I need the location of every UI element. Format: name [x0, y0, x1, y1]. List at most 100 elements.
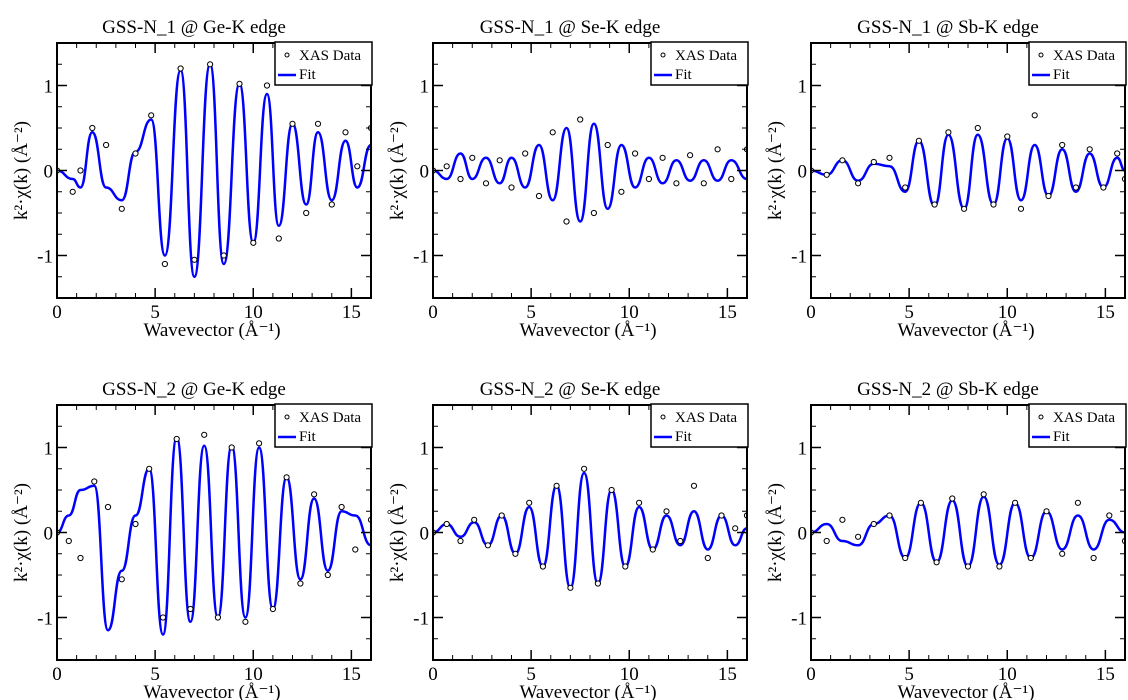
legend-label-data: XAS Data	[675, 48, 737, 64]
x-tick-label: 0	[52, 664, 62, 685]
legend-label-data: XAS Data	[299, 48, 361, 64]
y-axis-label: k²·χ(k) (Å⁻²)	[387, 483, 408, 582]
panel-title: GSS-N_2 @ Se-K edge	[480, 379, 661, 400]
data-point	[314, 120, 322, 127]
y-tick-label: 1	[44, 439, 54, 460]
y-tick-label: 1	[420, 439, 430, 460]
y-tick-label: 0	[420, 524, 430, 545]
fit-line	[57, 436, 371, 636]
data-point	[187, 605, 194, 613]
panel-title: GSS-N_1 @ Ge-K edge	[102, 17, 286, 38]
fit-line	[433, 122, 747, 223]
x-tick-label: 15	[342, 302, 361, 323]
data-point	[457, 537, 464, 545]
data-point	[161, 260, 168, 268]
legend-marker-data	[1038, 414, 1044, 420]
panel-title: GSS-N_2 @ Ge-K edge	[102, 379, 286, 400]
y-tick-label: 0	[798, 162, 808, 183]
data-point	[89, 124, 96, 132]
x-tick-label: 0	[428, 302, 438, 323]
data-point	[1012, 499, 1019, 506]
data-point	[283, 474, 290, 481]
legend-box	[650, 41, 749, 86]
data-point	[974, 124, 981, 132]
fit-line	[811, 495, 1125, 568]
data-point	[1074, 499, 1082, 506]
y-tick-label: 0	[420, 162, 430, 183]
data-point	[256, 440, 263, 447]
data-point	[590, 209, 598, 217]
data-point	[915, 137, 923, 144]
data-point	[236, 80, 243, 87]
data-point	[324, 571, 331, 579]
x-tick-label: 10	[620, 664, 639, 685]
data-point	[1027, 554, 1034, 562]
y-tick-label: -1	[791, 247, 807, 268]
data-point	[512, 550, 519, 557]
data-point	[632, 150, 639, 157]
data-point	[118, 205, 125, 212]
data-point	[577, 116, 584, 123]
data-point	[618, 188, 625, 195]
data-point	[949, 495, 956, 502]
data-point	[886, 154, 893, 161]
x-tick-label: 10	[244, 664, 263, 685]
data-point	[1059, 141, 1066, 149]
data-point	[526, 499, 533, 506]
data-point	[173, 435, 180, 443]
legend-box	[274, 403, 373, 448]
data-point	[1017, 205, 1025, 212]
data-point	[77, 554, 84, 562]
data-point	[1004, 133, 1011, 140]
y-axis-label: k²·χ(k) (Å⁻²)	[765, 483, 786, 582]
data-point	[201, 431, 208, 438]
data-point	[91, 478, 98, 485]
legend: XAS Data Fit	[274, 41, 373, 86]
data-point	[1043, 508, 1050, 515]
data-point	[1106, 512, 1113, 519]
data-point	[855, 533, 862, 540]
data-point	[242, 618, 249, 625]
plot-area	[57, 61, 371, 279]
x-axis-label: Wavevector (Å⁻¹)	[519, 682, 656, 700]
plot-area	[811, 112, 1125, 212]
data-point	[297, 580, 304, 587]
x-axis-label: Wavevector (Å⁻¹)	[519, 320, 656, 341]
data-point	[663, 508, 670, 515]
data-point	[471, 516, 478, 523]
data-point	[338, 503, 345, 511]
data-point	[594, 580, 602, 587]
legend: XAS Data Fit	[1028, 403, 1127, 448]
data-point	[207, 61, 214, 68]
data-point	[508, 184, 515, 191]
data-point	[289, 120, 296, 127]
data-point	[457, 175, 464, 183]
data-point	[250, 239, 257, 246]
x-axis-label: Wavevector (Å⁻¹)	[897, 682, 1034, 700]
panel-title: GSS-N_1 @ Se-K edge	[480, 17, 661, 38]
x-tick-label: 0	[806, 664, 816, 685]
data-point	[214, 614, 221, 621]
data-point	[1059, 550, 1066, 557]
legend-label-fit: Fit	[1053, 67, 1071, 83]
data-point	[328, 201, 335, 208]
data-point	[917, 499, 925, 506]
data-point	[902, 554, 909, 562]
data-point	[902, 184, 909, 191]
legend-label-data: XAS Data	[299, 410, 361, 426]
data-point	[275, 235, 282, 242]
legend-label-data: XAS Data	[1053, 48, 1115, 64]
x-tick-label: 5	[904, 664, 914, 685]
data-point	[870, 158, 877, 166]
data-point	[443, 520, 450, 528]
legend-label-data: XAS Data	[1053, 410, 1115, 426]
data-point	[677, 537, 684, 545]
x-tick-label: 0	[428, 664, 438, 685]
data-point	[549, 129, 556, 136]
data-point	[636, 499, 643, 506]
x-tick-label: 10	[620, 302, 639, 323]
data-point	[728, 175, 735, 183]
data-point	[870, 520, 877, 528]
